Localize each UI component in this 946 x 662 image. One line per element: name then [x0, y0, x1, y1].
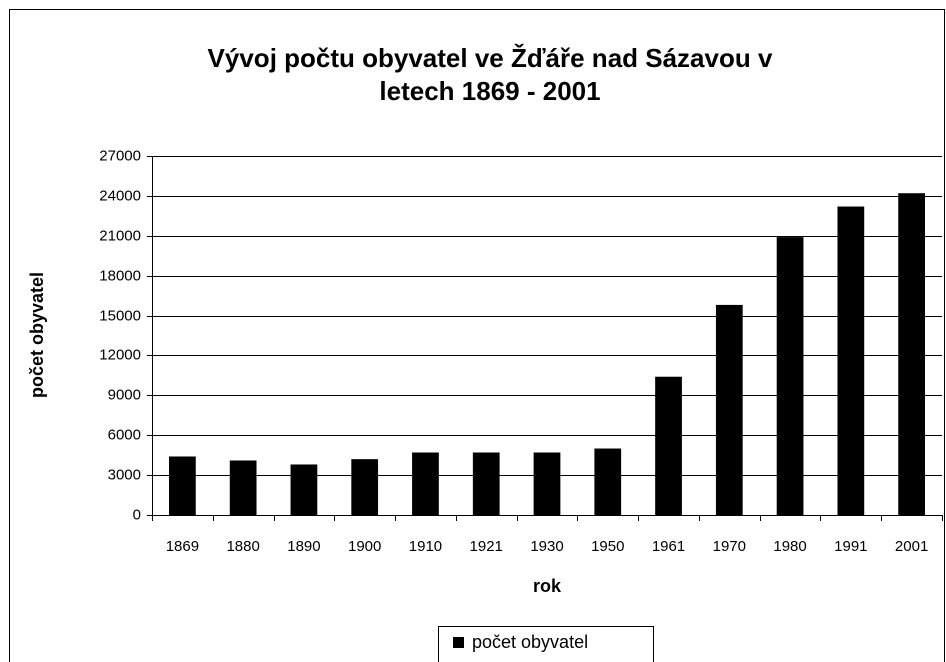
y-axis-label: počet obyvatel: [27, 272, 47, 398]
bar: [351, 459, 379, 515]
bar: [472, 452, 500, 515]
x-tick-label: 1980: [773, 538, 806, 555]
x-tick-label: 1970: [713, 538, 746, 555]
bar: [655, 376, 682, 515]
bar: [776, 237, 804, 515]
x-tick-label: 1890: [287, 538, 320, 555]
y-tick-label: 3000: [108, 466, 141, 483]
y-tick-label: 15000: [99, 307, 141, 324]
x-tick-label: 1910: [409, 538, 442, 555]
bar: [533, 452, 561, 515]
legend-swatch: [453, 637, 464, 648]
chart-title: Vývoj počtu obyvatel ve Žďáře nad Sázavo…: [208, 43, 773, 73]
bar: [898, 193, 925, 516]
bar: [715, 304, 743, 515]
bar: [169, 456, 196, 515]
y-tick-label: 0: [133, 506, 141, 523]
x-tick-label: 1869: [166, 538, 199, 555]
y-tick-label: 27000: [99, 147, 141, 164]
bar: [290, 464, 318, 515]
legend-box: [438, 626, 654, 662]
x-tick-label: 1930: [530, 538, 563, 555]
x-tick-label: 1991: [834, 538, 867, 555]
x-axis-label: rok: [533, 576, 562, 596]
bar: [594, 448, 622, 515]
x-tick-label: 1921: [470, 538, 503, 555]
y-tick-label: 18000: [99, 267, 141, 284]
x-tick-label: 2001: [895, 538, 928, 555]
y-tick-label: 21000: [99, 227, 141, 244]
legend: počet obyvatel: [438, 626, 654, 662]
x-tick-label: 1961: [652, 538, 685, 555]
y-tick-label: 24000: [99, 187, 141, 204]
chart-title: letech 1869 - 2001: [379, 76, 600, 106]
y-tick-label: 12000: [99, 346, 141, 363]
y-tick-label: 6000: [108, 426, 141, 443]
x-tick-label: 1880: [226, 538, 259, 555]
bar: [837, 206, 865, 515]
y-tick-label: 9000: [108, 386, 141, 403]
chart-frame: [9, 9, 945, 662]
x-tick-label: 1950: [591, 538, 624, 555]
x-tick-label: 1900: [348, 538, 381, 555]
legend-label: počet obyvatel: [472, 632, 588, 652]
bar: [229, 460, 257, 515]
bar: [412, 452, 439, 515]
